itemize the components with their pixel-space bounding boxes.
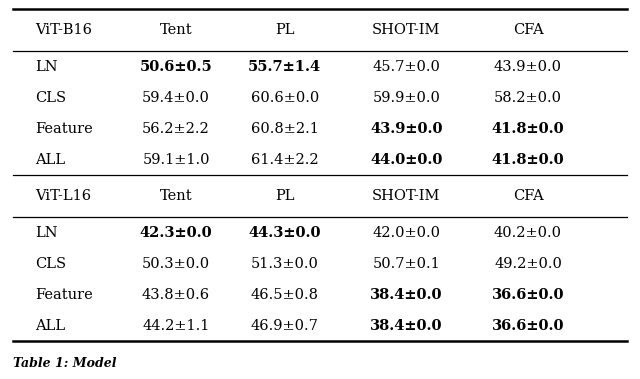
Text: Feature: Feature (35, 288, 93, 302)
Text: 38.4±0.0: 38.4±0.0 (370, 288, 443, 302)
Text: 41.8±0.0: 41.8±0.0 (492, 153, 564, 167)
Text: 43.9±0.0: 43.9±0.0 (370, 122, 443, 136)
Text: PL: PL (275, 190, 294, 203)
Text: ViT-L16: ViT-L16 (35, 190, 92, 203)
Text: 59.9±0.0: 59.9±0.0 (372, 91, 440, 105)
Text: 36.6±0.0: 36.6±0.0 (492, 319, 564, 333)
Text: 56.2±2.2: 56.2±2.2 (142, 122, 210, 136)
Text: Tent: Tent (160, 190, 192, 203)
Text: CFA: CFA (513, 23, 543, 37)
Text: LN: LN (35, 60, 58, 74)
Text: 50.7±0.1: 50.7±0.1 (372, 257, 440, 271)
Text: 44.0±0.0: 44.0±0.0 (370, 153, 443, 167)
Text: 44.3±0.0: 44.3±0.0 (248, 226, 321, 240)
Text: 59.1±1.0: 59.1±1.0 (142, 153, 210, 167)
Text: CFA: CFA (513, 190, 543, 203)
Text: 38.4±0.0: 38.4±0.0 (370, 319, 443, 333)
Text: 61.4±2.2: 61.4±2.2 (251, 153, 319, 167)
Text: 49.2±0.0: 49.2±0.0 (494, 257, 562, 271)
Text: 43.9±0.0: 43.9±0.0 (494, 60, 562, 74)
Text: 55.7±1.4: 55.7±1.4 (248, 60, 321, 74)
Text: SHOT-IM: SHOT-IM (372, 190, 440, 203)
Text: CLS: CLS (35, 257, 67, 271)
Text: Table 1: Model: Table 1: Model (13, 357, 116, 370)
Text: 45.7±0.0: 45.7±0.0 (372, 60, 440, 74)
Text: ALL: ALL (35, 153, 65, 167)
Text: 36.6±0.0: 36.6±0.0 (492, 288, 564, 302)
Text: 40.2±0.0: 40.2±0.0 (494, 226, 562, 240)
Text: 42.3±0.0: 42.3±0.0 (140, 226, 212, 240)
Text: 50.6±0.5: 50.6±0.5 (140, 60, 212, 74)
Text: ALL: ALL (35, 319, 65, 333)
Text: PL: PL (275, 23, 294, 37)
Text: 60.6±0.0: 60.6±0.0 (251, 91, 319, 105)
Text: Tent: Tent (160, 23, 192, 37)
Text: 41.8±0.0: 41.8±0.0 (492, 122, 564, 136)
Text: Feature: Feature (35, 122, 93, 136)
Text: 58.2±0.0: 58.2±0.0 (494, 91, 562, 105)
Text: SHOT-IM: SHOT-IM (372, 23, 440, 37)
Text: 44.2±1.1: 44.2±1.1 (142, 319, 210, 333)
Text: LN: LN (35, 226, 58, 240)
Text: CLS: CLS (35, 91, 67, 105)
Text: 46.5±0.8: 46.5±0.8 (251, 288, 319, 302)
Text: 50.3±0.0: 50.3±0.0 (142, 257, 210, 271)
Text: 60.8±2.1: 60.8±2.1 (251, 122, 319, 136)
Text: 59.4±0.0: 59.4±0.0 (142, 91, 210, 105)
Text: 46.9±0.7: 46.9±0.7 (251, 319, 319, 333)
Text: 51.3±0.0: 51.3±0.0 (251, 257, 319, 271)
Text: 43.8±0.6: 43.8±0.6 (142, 288, 210, 302)
Text: ViT-B16: ViT-B16 (35, 23, 92, 37)
Text: 42.0±0.0: 42.0±0.0 (372, 226, 440, 240)
